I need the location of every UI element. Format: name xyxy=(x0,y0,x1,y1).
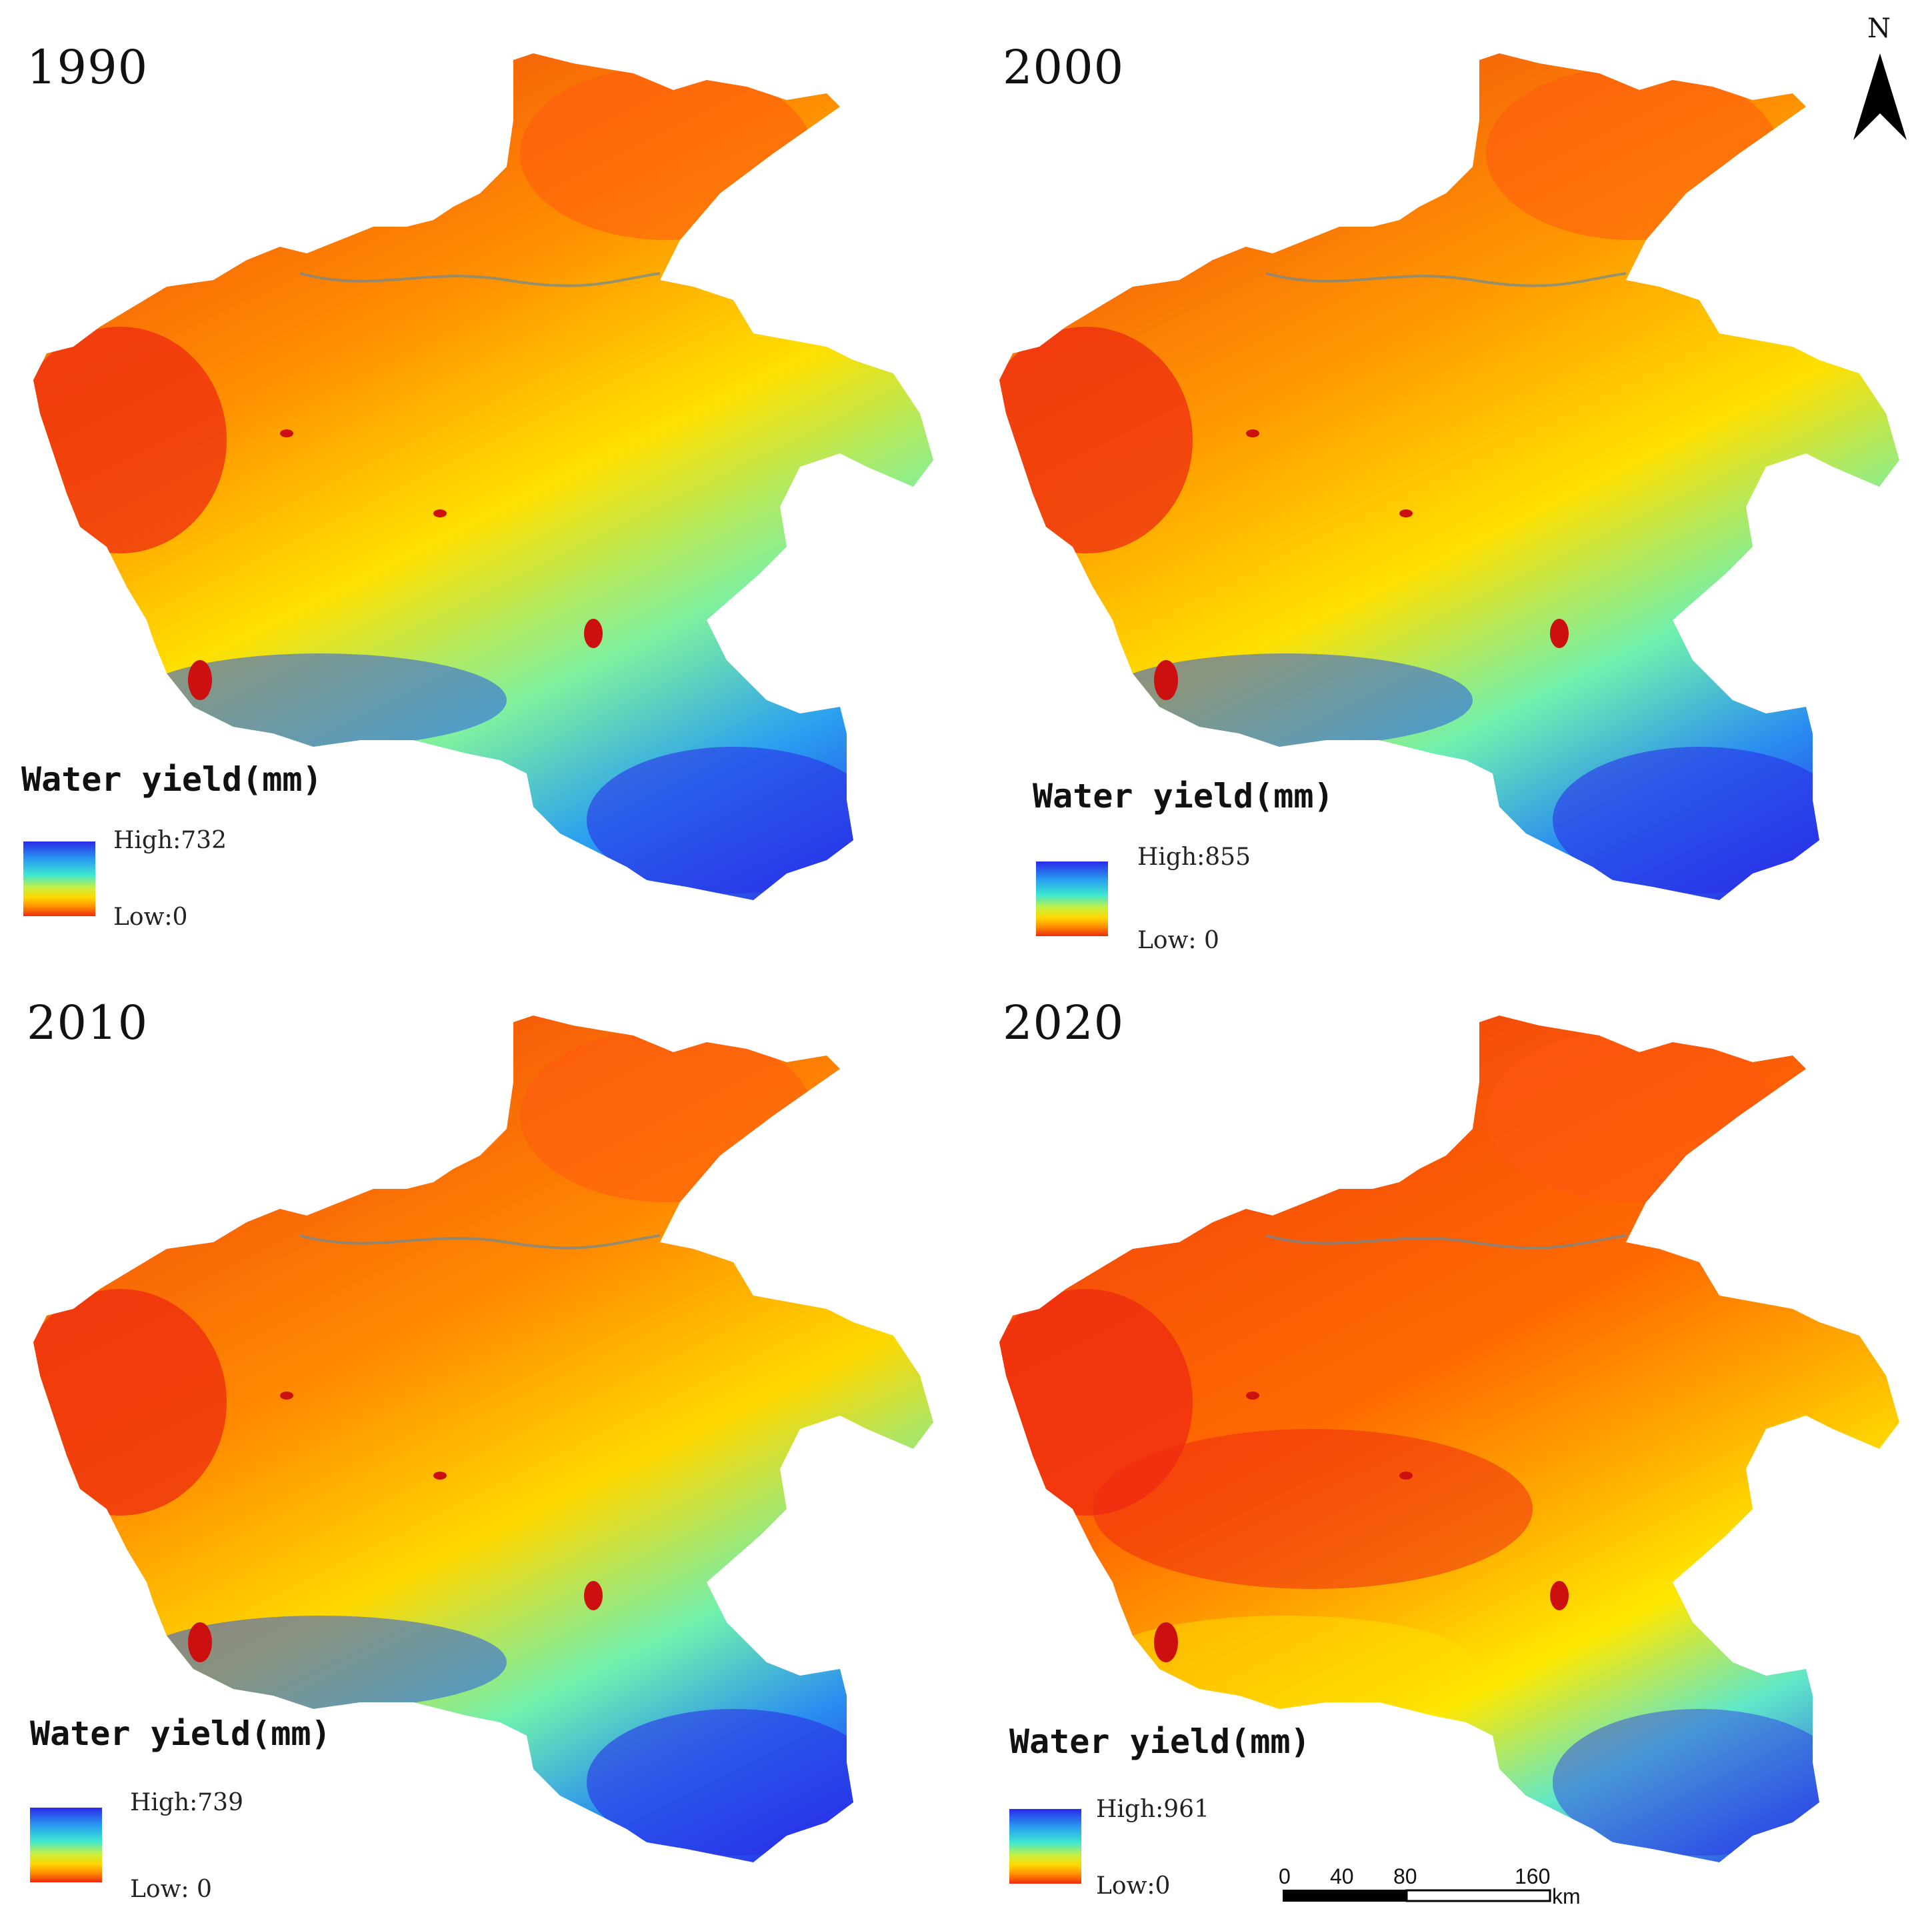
map-year-label: 2000 xyxy=(1003,40,1125,95)
legend-high-label: High:732 xyxy=(113,827,227,854)
legend-low-label: Low:0 xyxy=(1096,1872,1171,1900)
scale-tick: 40 xyxy=(1330,1864,1354,1888)
legend-high-label: High:855 xyxy=(1137,843,1251,871)
legend-low-label: Low:0 xyxy=(113,903,188,931)
legend-high-label: High:739 xyxy=(130,1789,243,1816)
map-panel-1990: 1990 Water yield(mm) High:732 Low:0 xyxy=(0,0,966,962)
water-yield-map xyxy=(33,1016,933,1862)
legend-title: Water yield(mm) xyxy=(21,760,323,799)
map-panel-2010: 2010 Water yield(mm) High:739 Low: 0 xyxy=(0,962,966,1924)
legend-title: Water yield(mm) xyxy=(1009,1722,1311,1761)
legend-color-ramp xyxy=(23,841,95,916)
water-yield-map xyxy=(999,1016,1899,1862)
scale-tick: 160 xyxy=(1515,1864,1551,1888)
scale-tick: 0 xyxy=(1279,1864,1291,1888)
legend-high-label: High:961 xyxy=(1096,1796,1209,1823)
map-year-label: 2020 xyxy=(1003,996,1125,1050)
map-panel-2020: 2020 Water yield(mm) High:961 Low:0 xyxy=(966,962,1932,1924)
map-year-label: 1990 xyxy=(27,40,149,95)
north-arrow-icon xyxy=(1853,53,1907,140)
legend-title: Water yield(mm) xyxy=(30,1714,331,1753)
map-year-label: 2010 xyxy=(27,996,149,1050)
scale-unit: km xyxy=(1552,1884,1581,1908)
legend-title: Water yield(mm) xyxy=(1033,777,1334,815)
legend-color-ramp xyxy=(1036,861,1108,936)
water-yield-map xyxy=(33,53,933,900)
legend-low-label: Low: 0 xyxy=(1137,927,1219,954)
legend-color-ramp xyxy=(1009,1809,1081,1884)
legend-color-ramp xyxy=(30,1808,102,1882)
scale-tick: 80 xyxy=(1393,1864,1417,1888)
legend-low-label: Low: 0 xyxy=(130,1876,212,1903)
scale-bar xyxy=(1283,1889,1551,1902)
north-arrow-label: N xyxy=(1867,13,1891,44)
map-panel-2000: 2000 Water yield(mm) High:855 Low: 0 xyxy=(966,0,1932,962)
water-yield-map xyxy=(999,53,1899,900)
